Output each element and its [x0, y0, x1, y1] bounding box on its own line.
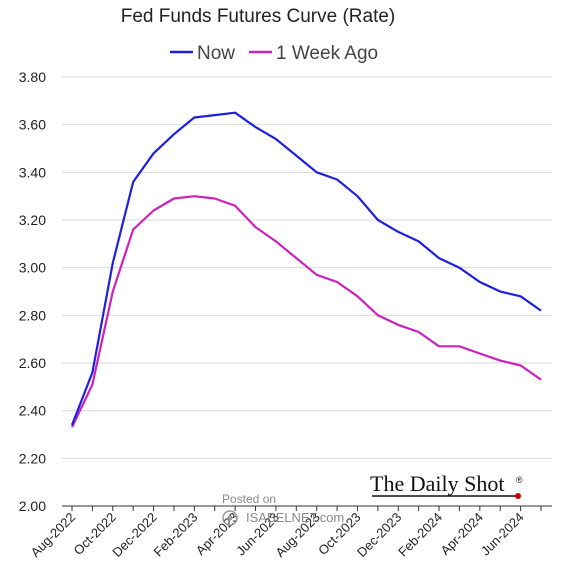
chart-title: Fed Funds Futures Curve (Rate) [121, 6, 396, 27]
y-tick-label: 2.80 [19, 307, 46, 323]
series-line-1-week-ago [71, 195, 542, 428]
x-tick-label: Dec-2023 [354, 510, 404, 560]
watermark: Posted on ISABELNET.com [222, 492, 344, 526]
isabelnet-logo-icon [222, 510, 238, 526]
watermark-site: ISABELNET.com [246, 510, 344, 525]
legend-label-now: Now [197, 43, 235, 64]
gridlines [62, 76, 552, 459]
x-tick-label: Apr-2024 [438, 510, 486, 558]
x-tick-label: Feb-2023 [151, 510, 201, 560]
data-series [70, 111, 542, 428]
y-tick-label: 3.20 [19, 212, 46, 228]
x-tick-label: Aug-2022 [28, 510, 78, 560]
watermark-posted-on: Posted on [222, 492, 276, 506]
x-tick-label: Dec-2022 [109, 510, 159, 560]
y-tick-label: 3.40 [19, 164, 46, 180]
x-tick-label: Apr-2023 [193, 510, 241, 558]
legend-label-1-week-ago: 1 Week Ago [276, 43, 378, 64]
publisher-logo: The Daily Shot ® [370, 471, 523, 499]
y-tick-label: 3.60 [19, 117, 46, 133]
registered-mark: ® [516, 475, 523, 485]
y-tick-label: 3.00 [19, 260, 46, 276]
y-tick-label: 2.40 [19, 403, 46, 419]
publisher-red-dot-icon [515, 493, 521, 499]
y-tick-label: 2.60 [19, 355, 46, 371]
publisher-name: The Daily Shot [370, 471, 504, 496]
legend: Now 1 Week Ago [170, 43, 378, 64]
y-tick-label: 3.80 [19, 69, 46, 85]
y-axis-ticks: 2.00 2.20 2.40 2.60 2.80 3.00 3.20 3.40 3.60 3.80 [19, 69, 46, 514]
y-tick-label: 2.00 [19, 498, 46, 514]
x-tick-label: Feb-2024 [395, 510, 445, 560]
y-tick-label: 2.20 [19, 450, 46, 466]
series-line-now [70, 111, 542, 426]
x-tick-label: Jun-2024 [478, 510, 527, 559]
